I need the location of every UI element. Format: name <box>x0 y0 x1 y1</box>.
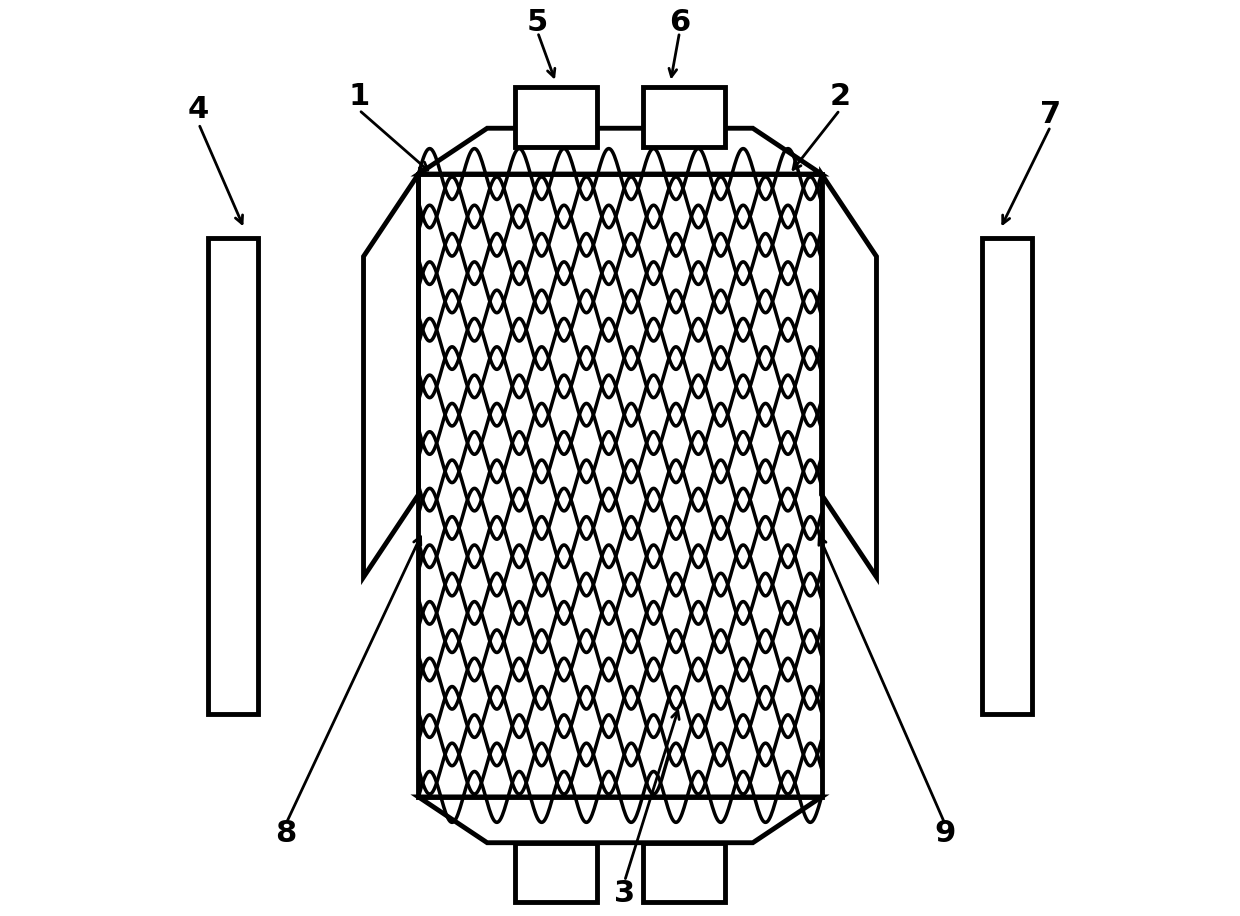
Text: 9: 9 <box>935 819 956 848</box>
Text: 7: 7 <box>1040 100 1061 129</box>
Text: 5: 5 <box>527 8 548 38</box>
Text: 6: 6 <box>668 8 691 38</box>
Bar <box>515 87 598 147</box>
Text: 4: 4 <box>188 95 210 125</box>
Bar <box>515 843 598 902</box>
Text: 1: 1 <box>348 82 370 111</box>
Bar <box>982 238 1032 714</box>
Bar <box>418 174 822 797</box>
Text: 3: 3 <box>614 878 635 908</box>
Text: 2: 2 <box>830 82 851 111</box>
Bar <box>642 843 725 902</box>
Bar <box>208 238 258 714</box>
Bar <box>642 87 725 147</box>
Text: 8: 8 <box>275 819 296 848</box>
